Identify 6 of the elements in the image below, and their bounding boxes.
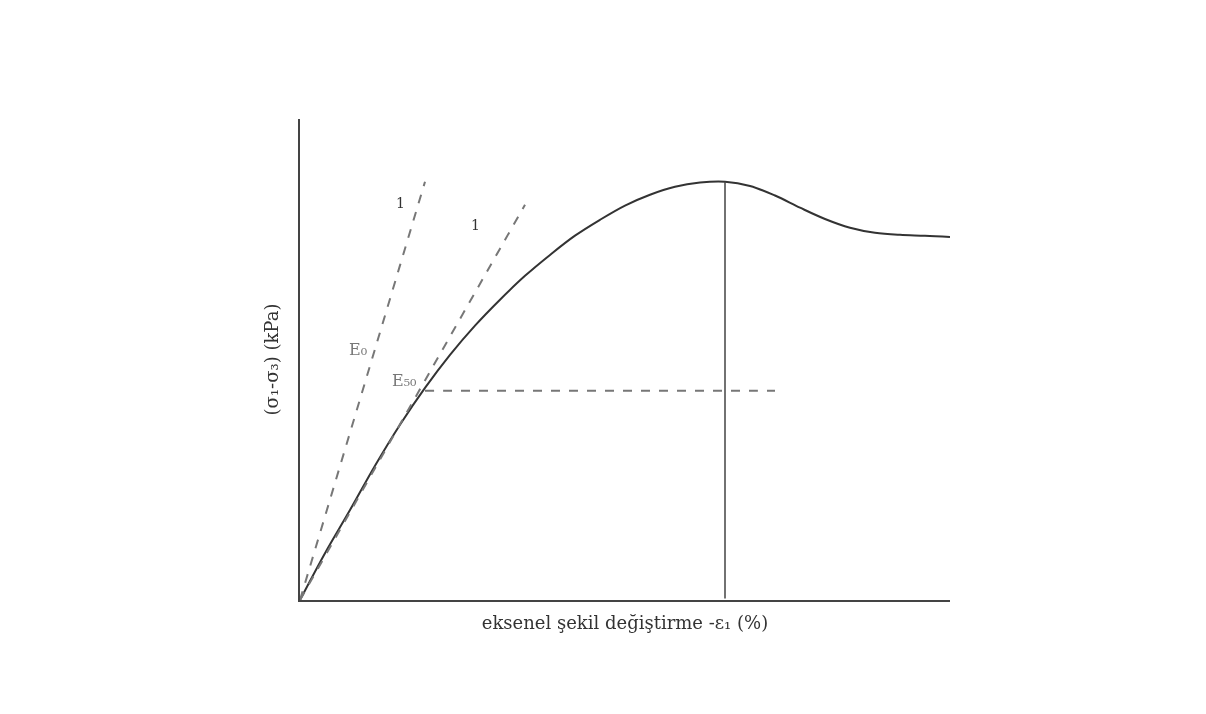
x-axis-title: eksenel şekil değiştirme -ε₁ (%) (481, 611, 769, 633)
annotation: 1 (471, 217, 480, 233)
series-label: E₅₀ (392, 371, 417, 390)
y-axis-title: (σ₁-σ₃) (kPa) (260, 303, 282, 416)
annotation: 1 (396, 195, 405, 211)
series-label: E₀ (349, 340, 368, 359)
